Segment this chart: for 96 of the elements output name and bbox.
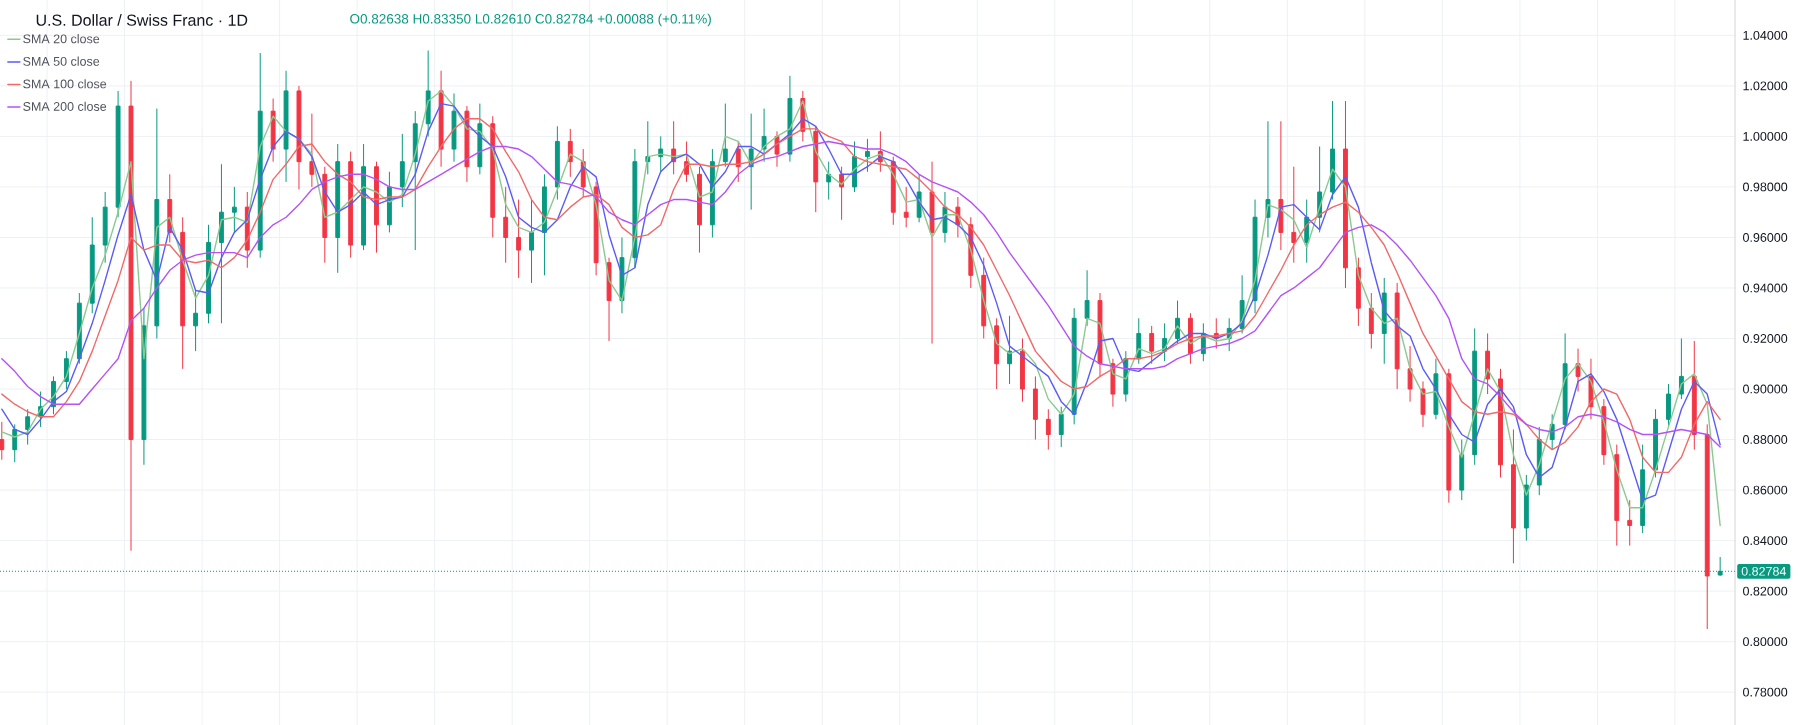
candlestick <box>722 103 728 168</box>
candlestick <box>1175 300 1180 345</box>
y-tick-label: 0.92000 <box>1743 334 1788 343</box>
candlestick <box>1601 398 1607 466</box>
candlestick <box>231 186 237 233</box>
candlestick <box>1627 499 1633 547</box>
legend-label: SMA 50 close <box>23 56 100 66</box>
candlestick <box>1058 406 1064 448</box>
candlestick <box>1045 408 1051 451</box>
candlestick <box>412 110 418 251</box>
candlestick <box>25 408 31 446</box>
candlestick <box>361 143 366 251</box>
candlestick <box>335 143 341 274</box>
candlestick <box>1420 380 1426 428</box>
candlestick <box>606 257 612 342</box>
candlestick <box>115 90 121 218</box>
candlestick <box>1252 199 1258 314</box>
legend-label: SMA 200 close <box>23 101 107 111</box>
candlestick <box>761 108 767 163</box>
candlestick <box>309 113 315 188</box>
y-tick-label: 1.04000 <box>1743 30 1788 40</box>
candlestick <box>1562 332 1568 430</box>
candlestick <box>283 70 289 183</box>
candlestick <box>1368 292 1374 350</box>
candlestick <box>425 50 431 137</box>
candlestick <box>645 120 651 175</box>
candlestick <box>787 75 793 163</box>
legend-label: SMA 20 close <box>23 34 100 44</box>
candlestick <box>748 113 754 211</box>
y-tick-label: 0.88000 <box>1743 435 1788 444</box>
candlestick <box>813 125 819 213</box>
candlestick <box>1278 120 1284 251</box>
candlestick <box>1485 332 1491 395</box>
candlestick <box>399 133 405 208</box>
ref-line-label: 0.82784 <box>1741 566 1787 576</box>
y-tick-label: 1.02000 <box>1743 81 1788 91</box>
candlestick <box>554 125 560 201</box>
candlestick <box>438 70 444 168</box>
candlestick <box>1097 292 1103 377</box>
candlestick <box>1614 444 1620 547</box>
candlestick <box>916 173 922 223</box>
candlestick <box>1084 269 1090 327</box>
candlestick <box>128 80 134 552</box>
candlestick <box>1032 375 1038 441</box>
y-tick-label: 0.84000 <box>1743 536 1788 546</box>
candlestick <box>826 161 832 201</box>
candlestick <box>1394 282 1400 390</box>
candlestick <box>1265 120 1271 238</box>
candlestick <box>89 216 95 314</box>
candlestick <box>219 163 224 324</box>
candlestick <box>102 191 108 264</box>
candlestick <box>270 98 276 163</box>
candlestick <box>503 186 509 264</box>
y-tick-label: 0.78000 <box>1743 687 1788 697</box>
candlestick <box>903 186 909 228</box>
candlestick <box>839 166 845 221</box>
candlestick <box>658 135 664 173</box>
candlestick <box>296 85 302 190</box>
y-tick-label: 0.96000 <box>1743 233 1788 242</box>
candlestick <box>1407 345 1413 403</box>
candlestick <box>529 199 534 284</box>
text: O0.82638 H0.83350 L0.82610 C0.82784 +0.00088 (+0.11%) <box>350 13 711 27</box>
candlestick <box>451 92 457 163</box>
candlestick <box>542 173 547 276</box>
candlestick <box>0 421 5 461</box>
candlestick <box>1459 439 1465 501</box>
candlestick <box>994 317 1000 390</box>
y-tick-label: 0.82000 <box>1743 586 1788 596</box>
y-tick-label: 0.86000 <box>1743 485 1788 495</box>
text: U.S. Dollar / Swiss Franc · 1D <box>36 14 248 26</box>
candlestick <box>1704 423 1710 630</box>
candlestick <box>193 290 199 352</box>
candlestick <box>1007 315 1012 385</box>
candlestick <box>154 108 160 339</box>
y-tick-label: 0.80000 <box>1743 637 1788 647</box>
candlestick <box>567 128 573 178</box>
candlestick <box>180 216 186 370</box>
candlestick <box>12 423 18 463</box>
candlestick <box>697 166 702 254</box>
y-tick-label: 0.94000 <box>1743 283 1788 293</box>
y-tick-label: 0.98000 <box>1743 182 1788 192</box>
candlestick <box>1575 348 1581 393</box>
candlestick <box>1330 100 1335 201</box>
candlestick <box>1433 358 1439 420</box>
candlestick <box>865 138 870 173</box>
y-tick-label: 0.90000 <box>1743 384 1788 394</box>
legend-label: SMA 100 close <box>23 79 107 89</box>
candlestick <box>1510 428 1516 564</box>
candlestick <box>516 199 522 279</box>
y-tick-label: 1.00000 <box>1743 131 1788 141</box>
candlestick <box>1523 474 1529 542</box>
candlestick <box>1355 257 1361 327</box>
candlestick <box>1020 338 1025 403</box>
candlestick <box>1291 166 1297 264</box>
candlestick <box>929 161 935 345</box>
candlestick <box>1149 325 1155 365</box>
